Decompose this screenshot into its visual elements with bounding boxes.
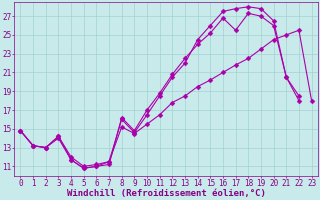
X-axis label: Windchill (Refroidissement éolien,°C): Windchill (Refroidissement éolien,°C): [67, 189, 266, 198]
